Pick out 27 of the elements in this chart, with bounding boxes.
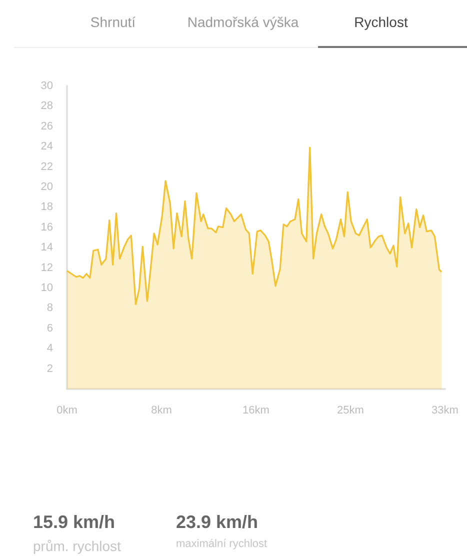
text: maximální rychlost <box>176 538 268 550</box>
x-tick-label: 0km <box>56 404 78 416</box>
text: Nadmořská výška <box>187 14 299 30</box>
y-tick-label: 12 <box>40 262 53 274</box>
y-tick-label: 24 <box>40 140 53 153</box>
y-tick-label: 18 <box>40 201 53 214</box>
x-tick-label: 8km <box>151 404 172 416</box>
x-tick-label: 16km <box>242 404 270 416</box>
y-tick-label: 30 <box>40 80 53 92</box>
y-tick-label: 10 <box>40 282 53 294</box>
y-tick-label: 6 <box>46 322 53 334</box>
y-tick-label: 2 <box>46 362 53 375</box>
y-tick-label: 28 <box>40 100 53 112</box>
y-tick-label: 4 <box>46 342 53 355</box>
y-tick-label: 22 <box>40 160 53 173</box>
y-tick-label: 14 <box>40 242 53 254</box>
text: 23.9 km/h <box>176 512 258 533</box>
y-tick-label: 26 <box>40 120 53 132</box>
text: prům. rychlost <box>33 538 121 554</box>
text: 15.9 km/h <box>33 512 116 533</box>
y-tick-label: 16 <box>40 221 53 234</box>
y-tick-label: 20 <box>40 181 53 193</box>
x-tick-label: 25km <box>337 404 364 416</box>
y-tick-label: 8 <box>46 302 53 314</box>
text: Shrnutí <box>90 14 136 30</box>
text: Rychlost <box>354 14 408 30</box>
x-tick-label: 33km <box>432 404 458 416</box>
